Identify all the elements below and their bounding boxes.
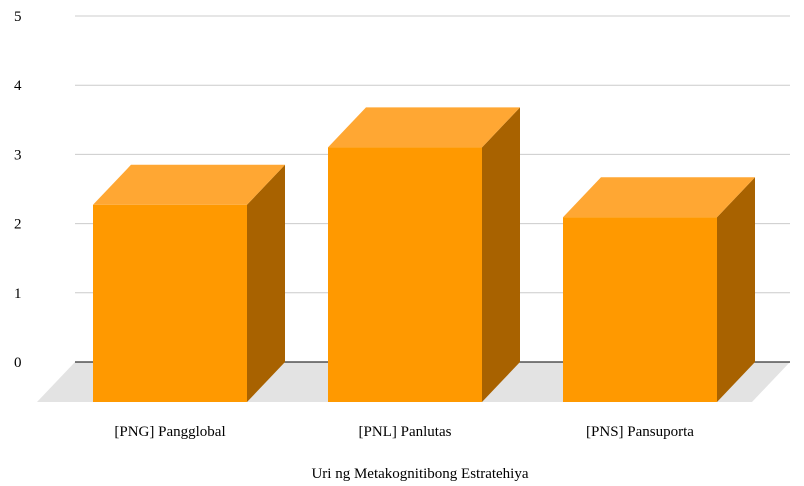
x-tick-label: [PNL] Panlutas bbox=[359, 424, 452, 440]
bars bbox=[93, 107, 755, 403]
y-tick-label: 4 bbox=[14, 78, 22, 94]
y-tick-label: 5 bbox=[14, 9, 22, 25]
y-tick-label: 2 bbox=[14, 217, 22, 233]
bar bbox=[93, 164, 285, 402]
bar-side bbox=[247, 164, 285, 402]
x-axis-title: Uri ng Metakognitibong Estratehiya bbox=[311, 466, 528, 482]
x-axis-ticks: [PNG] Pangglobal [PNL] Panlutas [PNS] Pans… bbox=[114, 424, 694, 440]
y-tick-label: 0 bbox=[14, 355, 22, 371]
bar-top bbox=[328, 107, 520, 148]
bar bbox=[563, 177, 755, 402]
y-tick-label: 3 bbox=[14, 147, 22, 163]
x-tick-label: [PNG] Pangglobal bbox=[114, 424, 225, 440]
bar-top bbox=[93, 164, 285, 205]
bar-top bbox=[563, 177, 755, 218]
bar-front bbox=[563, 217, 717, 402]
bar-side bbox=[482, 107, 520, 403]
bar bbox=[328, 107, 520, 403]
x-tick-label: [PNS] Pansuporta bbox=[586, 424, 694, 440]
bar-front bbox=[93, 204, 247, 402]
bar-front bbox=[328, 147, 482, 402]
y-tick-label: 1 bbox=[14, 286, 22, 302]
y-axis-ticks: 0 1 2 3 4 5 bbox=[14, 9, 22, 371]
bar-side bbox=[717, 177, 755, 402]
